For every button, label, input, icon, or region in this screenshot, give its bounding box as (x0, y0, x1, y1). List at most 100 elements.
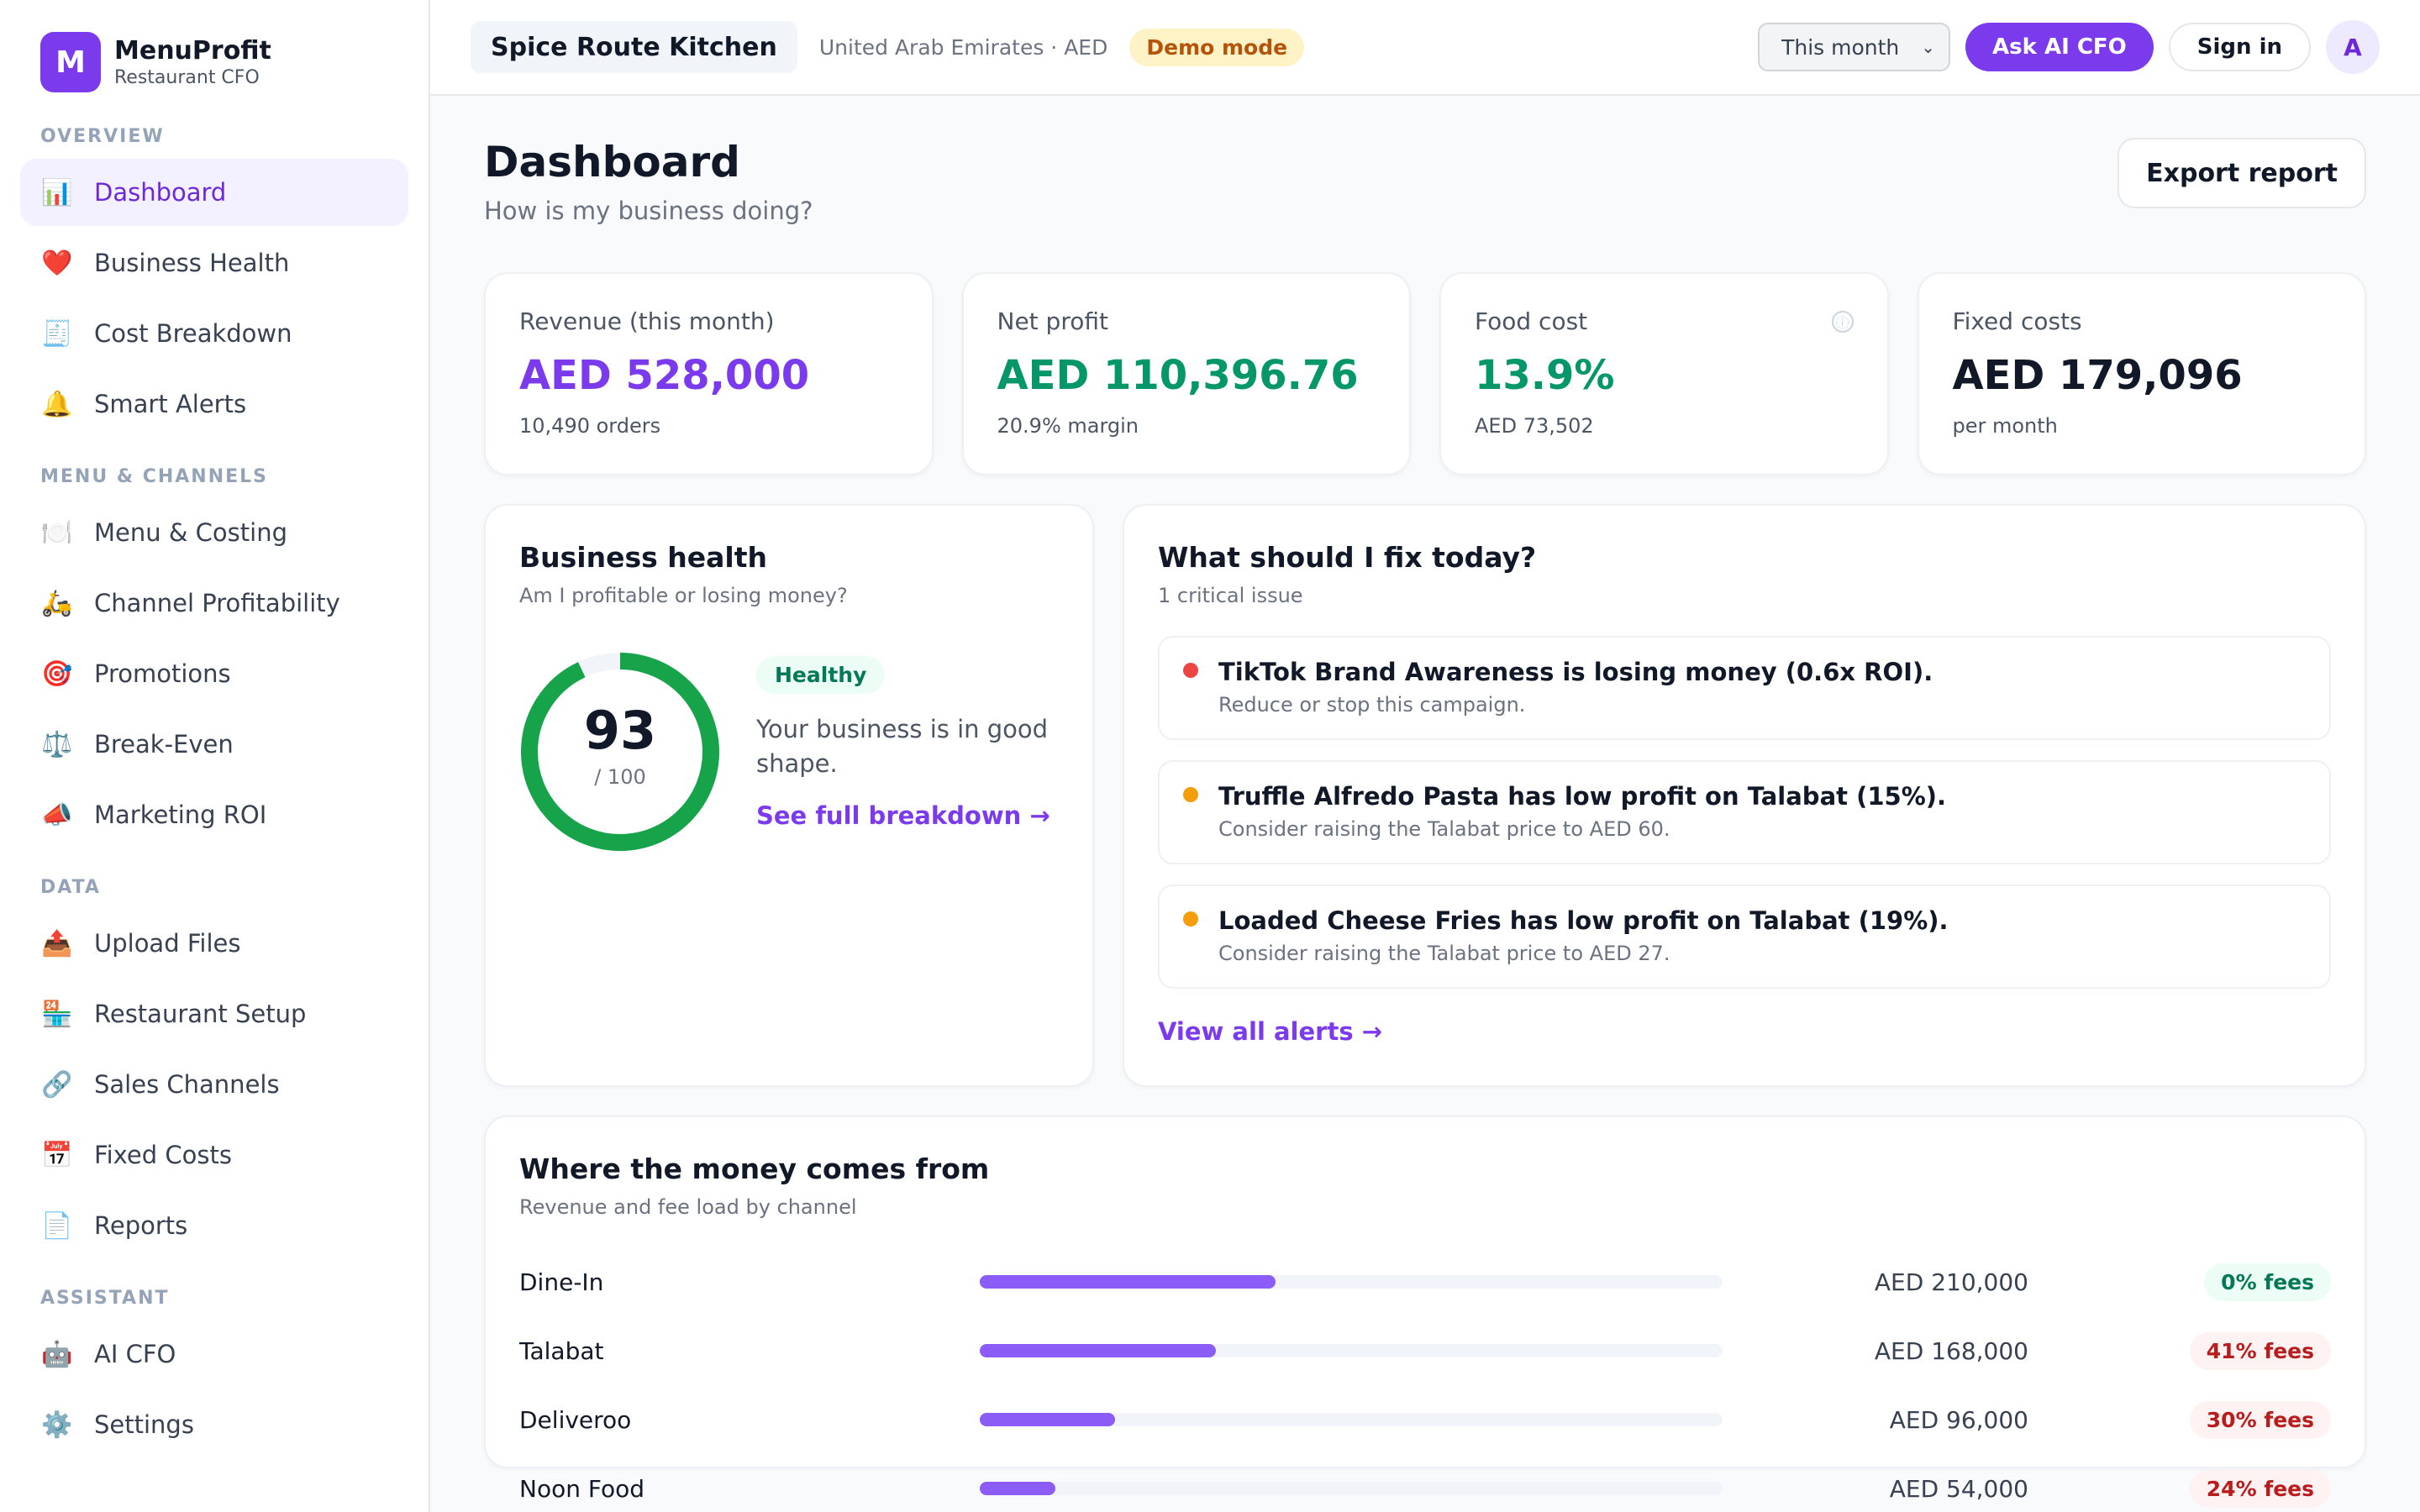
channel-revenue-bar (980, 1275, 1723, 1289)
demo-mode-badge: Demo mode (1129, 28, 1305, 66)
health-score-value: 93 (583, 700, 657, 761)
brand-logo: M (40, 32, 101, 92)
fix-today-subtitle: 1 critical issue (1158, 584, 1303, 607)
dashboard-content: Dashboard How is my business doing? Expo… (430, 96, 2420, 1508)
kpi-label: Fixed costs (1952, 307, 2082, 335)
alert-title: TikTok Brand Awareness is losing money (… (1218, 658, 1933, 686)
business-health-title: Business health (519, 541, 767, 574)
sidebar-item-menu-costing[interactable]: 🍽️ Menu & Costing (20, 499, 408, 566)
channel-revenue-bar (980, 1344, 1723, 1357)
channel-revenue: AED 54,000 (1889, 1474, 2028, 1503)
kpi-subtext: per month (1952, 414, 2058, 438)
megaphone-icon: 📣 (41, 800, 73, 830)
kpi-card[interactable]: Net profit AED 110,396.76 20.9% margin (961, 272, 1411, 475)
channel-revenue-bar (980, 1413, 1723, 1426)
revenue-by-channel-subtitle: Revenue and fee load by channel (519, 1195, 857, 1219)
sidebar-item-label: Restaurant Setup (94, 1000, 307, 1028)
health-status-badge: Healthy (756, 656, 886, 694)
restaurant-name[interactable]: Spice Route Kitchen (471, 21, 797, 73)
channel-row[interactable]: Dine-In AED 210,000 0% fees (519, 1247, 2331, 1316)
kpi-row: Revenue (this month) AED 528,000 10,490 or… (484, 272, 2366, 475)
warning-dot-icon (1183, 911, 1198, 927)
sidebar-item-label: Smart Alerts (94, 390, 247, 418)
sidebar-item-settings[interactable]: ⚙️ Settings (20, 1391, 408, 1458)
info-icon[interactable]: ⓘ (1831, 311, 1854, 333)
scooter-icon: 🛵 (41, 588, 73, 618)
channel-fee-cell: 30% fees (2028, 1400, 2331, 1439)
alert-item[interactable]: TikTok Brand Awareness is losing money (… (1158, 636, 2331, 740)
channel-fee-cell: 0% fees (2028, 1263, 2331, 1301)
sign-in-button[interactable]: Sign in (2168, 23, 2311, 71)
sidebar-item-reports[interactable]: 📄 Reports (20, 1192, 408, 1259)
sidebar-item-label: Reports (94, 1211, 188, 1240)
channel-row[interactable]: Talabat AED 168,000 41% fees (519, 1316, 2331, 1385)
channel-revenue-bar (980, 1482, 1723, 1495)
sidebar-item-business-health[interactable]: ❤️ Business Health (20, 229, 408, 297)
sidebar-item-label: Settings (94, 1410, 194, 1439)
channel-row[interactable]: Noon Food AED 54,000 24% fees (519, 1454, 2331, 1512)
chevron-down-icon: ⌄ (1921, 37, 1936, 57)
fix-today-title: What should I fix today? (1158, 541, 1537, 574)
alert-item[interactable]: Truffle Alfredo Pasta has low profit on … (1158, 760, 2331, 864)
bar-chart-icon: 📊 (41, 177, 73, 207)
kpi-subtext: AED 73,502 (1475, 414, 1594, 438)
kpi-card[interactable]: Fixed costs AED 179,096 per month (1917, 272, 2366, 475)
sidebar-item-cost-breakdown[interactable]: 🧾 Cost Breakdown (20, 300, 408, 367)
sidebar-item-smart-alerts[interactable]: 🔔 Smart Alerts (20, 370, 408, 438)
sidebar-item-ai-cfo[interactable]: 🤖 AI CFO (20, 1320, 408, 1388)
avatar[interactable]: A (2326, 20, 2380, 74)
alert-detail: Reduce or stop this campaign. (1218, 693, 1526, 717)
upload-icon: 📤 (41, 928, 73, 958)
sidebar-item-marketing-roi[interactable]: 📣 Marketing ROI (20, 781, 408, 848)
kpi-card[interactable]: Revenue (this month) AED 528,000 10,490 or… (484, 272, 934, 475)
sidebar-item-label: Business Health (94, 249, 290, 277)
kpi-card[interactable]: Food cost 13.9% AED 73,502 ⓘ (1439, 272, 1889, 475)
channel-revenue-bar-fill (980, 1482, 1056, 1495)
business-health-subtitle: Am I profitable or losing money? (519, 584, 848, 607)
health-score-gauge: 93 / 100 (519, 651, 721, 853)
kpi-subtext: 10,490 orders (519, 414, 661, 438)
channel-fee-badge: 30% fees (2189, 1400, 2331, 1439)
channel-revenue-bar-fill (980, 1275, 1276, 1289)
nav-spacer (20, 852, 408, 877)
issue-list: TikTok Brand Awareness is losing money (… (1158, 636, 2331, 989)
sidebar-item-sales-channels[interactable]: 🔗 Sales Channels (20, 1051, 408, 1118)
channel-row[interactable]: Deliveroo AED 96,000 30% fees (519, 1385, 2331, 1454)
nav-spacer (20, 441, 408, 466)
alert-detail: Consider raising the Talabat price to AE… (1218, 817, 1670, 841)
sidebar-nav: OVERVIEW 📊 Dashboard ❤️ Business Health 🧾 Cost… (20, 126, 408, 1458)
sidebar-item-label: Fixed Costs (94, 1141, 232, 1169)
page-subtitle: How is my business doing? (484, 197, 813, 225)
brand[interactable]: M MenuProfit Restaurant CFO (40, 32, 408, 92)
nav-section-title: DATA (40, 877, 101, 898)
sidebar-item-break-even[interactable]: ⚖️ Break-Even (20, 711, 408, 778)
see-full-breakdown-link[interactable]: See full breakdown → (756, 801, 1050, 830)
channel-name: Deliveroo (519, 1405, 632, 1434)
business-health-card: Business health Am I profitable or losin… (484, 504, 1094, 1087)
alert-detail: Consider raising the Talabat price to AE… (1218, 942, 1670, 965)
store-icon: 🏪 (41, 999, 73, 1029)
sidebar-item-channel-profitability[interactable]: 🛵 Channel Profitability (20, 570, 408, 637)
sidebar-item-upload-files[interactable]: 📤 Upload Files (20, 910, 408, 977)
sidebar-item-promotions[interactable]: 🎯 Promotions (20, 640, 408, 707)
sidebar-item-dashboard[interactable]: 📊 Dashboard (20, 159, 408, 226)
sidebar-item-fixed-costs[interactable]: 📅 Fixed Costs (20, 1121, 408, 1189)
sidebar-item-label: Promotions (94, 659, 231, 688)
alert-item[interactable]: Loaded Cheese Fries has low profit on Ta… (1158, 885, 2331, 989)
bell-icon: 🔔 (41, 389, 73, 419)
health-description: Your business is in good shape. (756, 715, 1049, 778)
kpi-value: AED 528,000 (519, 352, 810, 399)
period-select[interactable]: This month ⌄ (1758, 23, 1951, 71)
brand-name: MenuProfit (114, 36, 271, 66)
health-score-arc (521, 653, 719, 851)
kpi-value: AED 179,096 (1952, 352, 2243, 399)
kpi-subtext: 20.9% margin (997, 414, 1139, 438)
view-all-alerts-link[interactable]: View all alerts → (1158, 1017, 1382, 1046)
nav-section-title: OVERVIEW (40, 126, 165, 147)
sidebar-item-restaurant-setup[interactable]: 🏪 Restaurant Setup (20, 980, 408, 1047)
sidebar-item-label: Menu & Costing (94, 518, 287, 547)
ask-ai-cfo-button[interactable]: Ask AI CFO (1965, 23, 2154, 71)
revenue-by-channel-title: Where the money comes from (519, 1152, 990, 1185)
nav-section-title: ASSISTANT (40, 1288, 170, 1309)
export-report-button[interactable]: Export report (2118, 138, 2366, 208)
